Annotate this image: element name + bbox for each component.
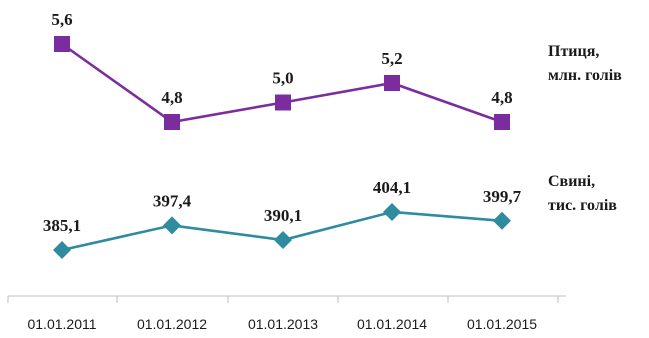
data-label: 5,0 bbox=[272, 69, 293, 88]
legend-poultry-line2: млн. голів bbox=[548, 67, 622, 84]
x-axis-ticks: 01.01.2011 01.01.2012 01.01.2013 01.01.2014… bbox=[7, 296, 559, 332]
data-point-square bbox=[384, 75, 400, 91]
data-label: 399,7 bbox=[483, 187, 522, 206]
data-label: 404,1 bbox=[373, 178, 411, 197]
data-point-diamond bbox=[383, 203, 401, 221]
series-pigs: 385,1 397,4 390,1 404,1 399,7 bbox=[43, 178, 522, 259]
data-label: 4,8 bbox=[161, 88, 182, 107]
data-label: 4,8 bbox=[491, 88, 512, 107]
data-point-square bbox=[54, 36, 70, 52]
data-point-diamond bbox=[53, 241, 71, 259]
data-point-diamond bbox=[493, 211, 511, 230]
data-point-square bbox=[275, 94, 291, 111]
data-point-square bbox=[164, 114, 180, 130]
data-label: 385,1 bbox=[43, 216, 81, 235]
data-point-square bbox=[494, 114, 510, 130]
x-tick-label: 01.01.2011 bbox=[27, 316, 96, 332]
data-label: 5,6 bbox=[51, 10, 72, 29]
data-point-diamond bbox=[163, 216, 181, 235]
x-tick-label: 01.01.2013 bbox=[248, 316, 318, 332]
x-tick-label: 01.01.2015 bbox=[467, 316, 537, 332]
x-tick-label: 01.01.2012 bbox=[137, 316, 207, 332]
data-point-diamond bbox=[274, 231, 292, 249]
data-label: 390,1 bbox=[264, 206, 302, 225]
data-label: 5,2 bbox=[381, 49, 402, 68]
x-tick-label: 01.01.2014 bbox=[357, 316, 427, 332]
series-poultry: 5,6 4,8 5,0 5,2 4,8 bbox=[51, 10, 513, 130]
legend-pigs-line2: тис. голів bbox=[548, 197, 617, 214]
data-label: 397,4 bbox=[153, 191, 192, 210]
legend-poultry-line1: Птиця, bbox=[548, 43, 599, 60]
legend-pigs-line1: Свині, bbox=[548, 173, 595, 190]
legend: Птиця, млн. голів Свині, тис. голів bbox=[548, 43, 622, 214]
